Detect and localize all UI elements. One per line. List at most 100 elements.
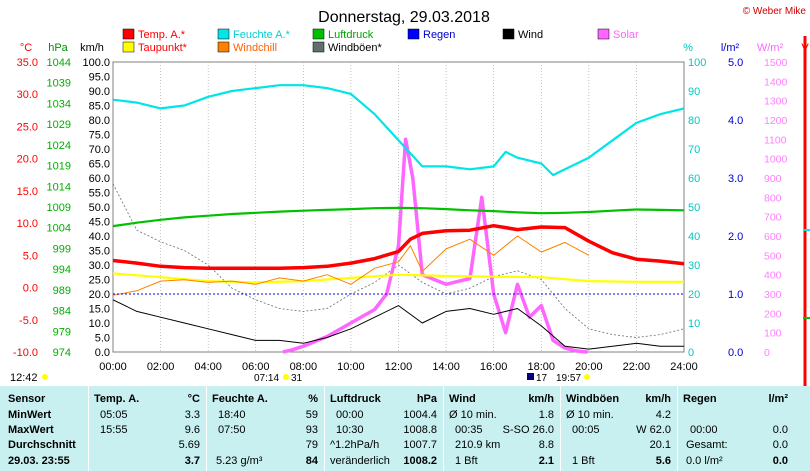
max-rain-value: 0.0	[772, 424, 788, 436]
x-tick-label: 08:00	[290, 361, 318, 373]
wind-tick-label: 100.0	[82, 57, 110, 69]
hum-tick-label: 0	[688, 347, 694, 359]
temp-tick-label: 5.0	[23, 250, 38, 262]
series-line-luftdruck	[112, 206, 685, 228]
legend-label: Luftdruck	[328, 29, 374, 41]
temp-tick-label: 15.0	[17, 186, 38, 198]
cur-press-value: 1008.2	[403, 455, 437, 467]
max-wind-value: S-SO 26.0	[502, 424, 554, 436]
press-tick-label: 974	[53, 347, 71, 359]
avg-rain-text: Gesamt:	[686, 439, 728, 451]
cur-wind-value: 2.1	[538, 455, 554, 467]
solar-tick-label: 1100	[764, 134, 787, 146]
header-sensor: Sensor	[8, 393, 46, 405]
solar-tick-label: 100	[764, 328, 782, 340]
max-press-time: 10:30	[336, 424, 364, 436]
press-unit: hPa	[48, 42, 68, 54]
rain-unit: l/m²	[721, 42, 740, 54]
wind-tick-label: 50.0	[89, 202, 110, 214]
col-sep	[443, 386, 444, 471]
header-gust-unit: km/h	[645, 393, 671, 405]
moon-day-label: 31	[291, 373, 303, 384]
min-wind-text: Ø 10 min.	[449, 409, 497, 421]
max-gust-value: W 62.0	[636, 424, 671, 436]
row-label-avg: Durchschnitt	[8, 439, 76, 451]
press-tick-label: 1019	[47, 161, 71, 173]
hum-tick-label: 50	[688, 202, 700, 214]
legend-swatch	[312, 41, 325, 53]
temp-tick-label: 35.0	[17, 57, 38, 69]
col-sep	[324, 386, 325, 471]
solar-tick-label: 1300	[764, 96, 788, 108]
header-temp-unit: °C	[187, 393, 200, 405]
legend-label: Wind	[518, 29, 543, 41]
max-temp-time: 15:55	[100, 424, 128, 436]
legend-swatch	[122, 41, 135, 53]
header-rain-unit: l/m²	[768, 393, 788, 405]
press-tick-label: 1029	[47, 119, 71, 131]
press-tick-label: 979	[53, 326, 71, 338]
legend-swatch	[217, 28, 230, 40]
solar-unit: W/m²	[757, 42, 784, 54]
wind-tick-label: 70.0	[89, 144, 110, 156]
press-tick-label: 1039	[47, 78, 71, 90]
x-tick-label: 16:00	[480, 361, 508, 373]
row-label-current: 29.03. 23:55	[8, 455, 70, 467]
hum-unit: %	[683, 42, 693, 54]
wind-tick-label: 15.0	[89, 304, 110, 316]
rain-tick-label: 5.0	[728, 57, 743, 69]
cur-wind-bft: 1 Bft	[455, 455, 478, 467]
header-press-unit: hPa	[416, 393, 437, 405]
left-time-label: 12:42	[10, 372, 38, 384]
x-tick-label: 04:00	[194, 361, 222, 373]
legend-label: Feuchte A.*	[233, 29, 291, 41]
hum-tick-label: 100	[688, 57, 706, 69]
x-tick-label: 20:00	[575, 361, 603, 373]
solar-tick-label: 0	[764, 347, 770, 359]
legend: Temp. A.* Feuchte A.* Luftdruck Regen Wind So…	[122, 28, 639, 54]
sun-moon-markers: 12:42 07:14 31 17 19:57	[10, 372, 590, 384]
wind-tick-label: 35.0	[89, 246, 110, 258]
press-tick-label: 1014	[47, 181, 71, 193]
header-wind: Wind	[449, 393, 476, 405]
avg-temp-value: 5.69	[178, 439, 200, 451]
wind-unit: km/h	[80, 42, 104, 54]
avg-press-trend: ^1.2hPa/h	[330, 439, 380, 451]
temp-tick-label: -10.0	[13, 347, 38, 359]
right-edge-bar	[803, 36, 810, 386]
cur-press-trend: veränderlich	[330, 455, 390, 467]
sunrise-label: 07:14	[254, 373, 279, 384]
series-line-windchill	[112, 235, 590, 296]
wind-tick-label: 10.0	[89, 318, 110, 330]
wind-tick-label: 45.0	[89, 217, 110, 229]
wind-tick-label: 85.0	[89, 101, 110, 113]
press-tick-label: 984	[53, 306, 71, 318]
rain-tick-label: 4.0	[728, 115, 743, 127]
moon-icon	[527, 373, 534, 380]
avg-hum-value: 79	[305, 439, 318, 451]
hum-tick-label: 10	[688, 318, 700, 330]
cur-gust-value: 5.6	[655, 455, 671, 467]
row-label-max: MaxWert	[8, 424, 54, 436]
solar-tick-label: 500	[764, 250, 782, 262]
header-hum: Feuchte A.	[212, 393, 268, 405]
min-press-value: 1004.4	[403, 409, 437, 421]
avg-wind-distance: 210.9 km	[455, 439, 501, 451]
header-hum-unit: %	[308, 393, 318, 405]
sunset-label: 19:57	[556, 373, 581, 384]
weather-chart: Donnerstag, 29.03.2018 © Weber Mike Temp…	[10, 6, 810, 386]
temp-unit: °C	[20, 42, 32, 54]
x-tick-label: 10:00	[337, 361, 365, 373]
series-line-windb-en	[112, 183, 685, 338]
x-tick-label: 02:00	[147, 361, 175, 373]
series-line-solar	[282, 137, 588, 354]
credit-text: © Weber Mike	[743, 6, 807, 17]
series-line-feuchte-a	[112, 84, 685, 177]
wind-tick-label: 20.0	[89, 289, 110, 301]
temp-tick-label: 30.0	[17, 89, 38, 101]
temp-tick-label: -5.0	[19, 315, 38, 327]
avg-wind-value: 8.8	[538, 439, 554, 451]
temp-tick-label: 10.0	[17, 218, 38, 230]
press-tick-label: 994	[53, 264, 71, 276]
rain-tick-label: 1.0	[728, 289, 743, 301]
